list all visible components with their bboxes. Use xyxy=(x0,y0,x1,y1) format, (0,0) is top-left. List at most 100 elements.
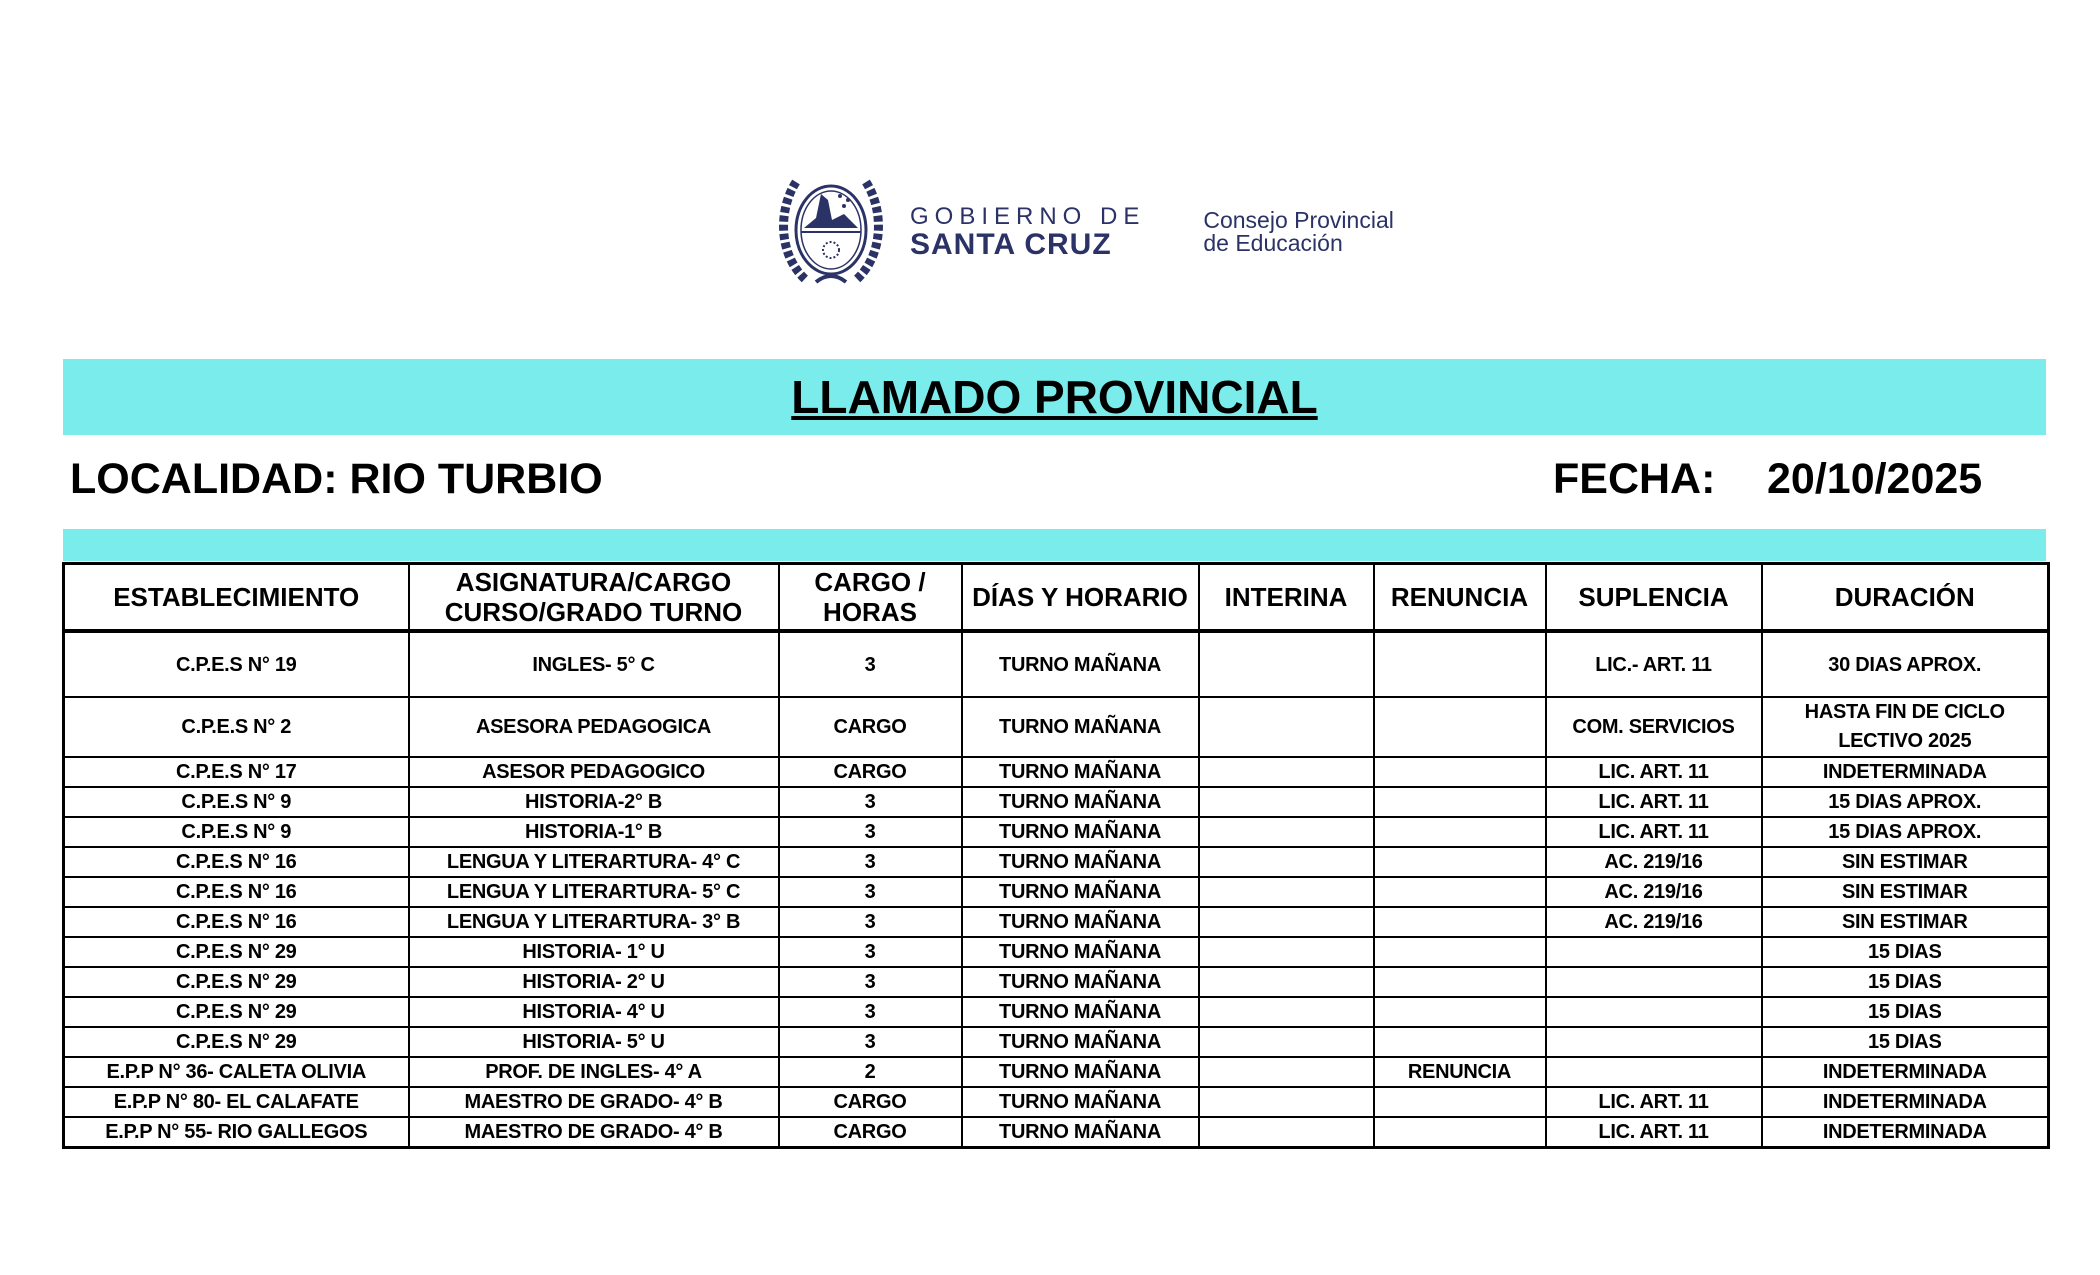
cell-establecimiento: C.P.E.S N° 29 xyxy=(62,1026,410,1058)
cell-asignatura: MAESTRO DE GRADO- 4° B xyxy=(407,1086,780,1118)
header-suplencia: SUPLENCIA xyxy=(1544,562,1763,633)
cell-cargo-horas: 3 xyxy=(777,906,963,938)
cell-interina xyxy=(1197,816,1375,848)
cell-dias-horario: TURNO MAÑANA xyxy=(960,1026,1200,1058)
cell-dias-horario: TURNO MAÑANA xyxy=(960,786,1200,818)
cell-renuncia xyxy=(1372,1116,1547,1149)
cell-dias-horario: TURNO MAÑANA xyxy=(960,1116,1200,1149)
cell-dias-horario: TURNO MAÑANA xyxy=(960,906,1200,938)
cell-cargo-horas: 3 xyxy=(777,816,963,848)
cell-duracion: 30 DIAS APROX. xyxy=(1760,630,2050,698)
cell-dias-horario: TURNO MAÑANA xyxy=(960,846,1200,878)
cell-suplencia: LIC. ART. 11 xyxy=(1544,816,1763,848)
table-row: C.P.E.S N° 29 HISTORIA- 4° U 3 TURNO MAÑANA… xyxy=(62,996,2050,1028)
cell-duracion: 15 DIAS xyxy=(1760,936,2050,968)
table-row: C.P.E.S N° 29 HISTORIA- 1° U 3 TURNO MAÑANA… xyxy=(62,936,2050,968)
cell-dias-horario: TURNO MAÑANA xyxy=(960,876,1200,908)
vacancies-table: ESTABLECIMIENTO ASIGNATURA/CARGO CURSO/GR… xyxy=(62,562,2050,1149)
cell-establecimiento: E.P.P N° 36- CALETA OLIVIA xyxy=(62,1056,410,1088)
cell-establecimiento: C.P.E.S N° 29 xyxy=(62,936,410,968)
header-cargo-horas: CARGO / HORAS xyxy=(777,562,963,633)
cell-interina xyxy=(1197,630,1375,698)
cell-renuncia xyxy=(1372,996,1547,1028)
cell-asignatura: INGLES- 5° C xyxy=(407,630,780,698)
cell-establecimiento: C.P.E.S N° 16 xyxy=(62,846,410,878)
fecha-label: FECHA: xyxy=(1553,455,1716,503)
cell-duracion: INDETERMINADA xyxy=(1760,1056,2050,1088)
cell-dias-horario: TURNO MAÑANA xyxy=(960,756,1200,788)
cell-cargo-horas: 3 xyxy=(777,630,963,698)
cell-establecimiento: C.P.E.S N° 9 xyxy=(62,816,410,848)
council-line-1: Consejo Provincial xyxy=(1203,207,1394,233)
cell-interina xyxy=(1197,1116,1375,1149)
table-row: C.P.E.S N° 2 ASESORA PEDAGOGICA CARGO TURNO… xyxy=(62,696,2050,758)
cell-suplencia: AC. 219/16 xyxy=(1544,846,1763,878)
table-row: C.P.E.S N° 17 ASESOR PEDAGOGICO CARGO TURNO… xyxy=(62,756,2050,788)
cell-interina xyxy=(1197,786,1375,818)
table-row: C.P.E.S N° 29 HISTORIA- 2° U 3 TURNO MAÑANA… xyxy=(62,966,2050,998)
table-row: C.P.E.S N° 29 HISTORIA- 5° U 3 TURNO MAÑANA… xyxy=(62,1026,2050,1058)
cell-suplencia: LIC. ART. 11 xyxy=(1544,1116,1763,1149)
cell-renuncia: RENUNCIA xyxy=(1372,1056,1547,1088)
cell-duracion: 15 DIAS APROX. xyxy=(1760,786,2050,818)
cell-renuncia xyxy=(1372,630,1547,698)
cell-renuncia xyxy=(1372,966,1547,998)
cell-suplencia: LIC. ART. 11 xyxy=(1544,756,1763,788)
cell-renuncia xyxy=(1372,1026,1547,1058)
cell-establecimiento: C.P.E.S N° 2 xyxy=(62,696,410,758)
cell-interina xyxy=(1197,756,1375,788)
table-row: C.P.E.S N° 9 HISTORIA-1° B 3 TURNO MAÑANA LI… xyxy=(62,816,2050,848)
cell-suplencia: AC. 219/16 xyxy=(1544,876,1763,908)
cell-interina xyxy=(1197,906,1375,938)
table-row: E.P.P N° 80- EL CALAFATE MAESTRO DE GRADO… xyxy=(62,1086,2050,1118)
cell-duracion: 15 DIAS xyxy=(1760,996,2050,1028)
header-renuncia: RENUNCIA xyxy=(1372,562,1547,633)
cell-duracion: INDETERMINADA xyxy=(1760,1086,2050,1118)
cell-dias-horario: TURNO MAÑANA xyxy=(960,630,1200,698)
cell-establecimiento: C.P.E.S N° 16 xyxy=(62,906,410,938)
cell-establecimiento: C.P.E.S N° 29 xyxy=(62,966,410,998)
cell-duracion: INDETERMINADA xyxy=(1760,1116,2050,1149)
cell-duracion: 15 DIAS xyxy=(1760,1026,2050,1058)
cell-cargo-horas: 3 xyxy=(777,936,963,968)
cell-establecimiento: C.P.E.S N° 19 xyxy=(62,630,410,698)
header-establecimiento: ESTABLECIMIENTO xyxy=(62,562,410,633)
cell-cargo-horas: CARGO xyxy=(777,756,963,788)
cell-dias-horario: TURNO MAÑANA xyxy=(960,1056,1200,1088)
cell-suplencia xyxy=(1544,1026,1763,1058)
cell-renuncia xyxy=(1372,846,1547,878)
cell-renuncia xyxy=(1372,816,1547,848)
cell-cargo-horas: 3 xyxy=(777,996,963,1028)
table-header-row: ESTABLECIMIENTO ASIGNATURA/CARGO CURSO/GR… xyxy=(62,562,2050,633)
cell-interina xyxy=(1197,996,1375,1028)
cell-suplencia xyxy=(1544,996,1763,1028)
table-row: E.P.P N° 55- RIO GALLEGOS MAESTRO DE GRAD… xyxy=(62,1116,2050,1149)
logo-line-1: GOBIERNO DE xyxy=(910,203,1146,230)
cell-establecimiento: C.P.E.S N° 17 xyxy=(62,756,410,788)
cell-establecimiento: C.P.E.S N° 29 xyxy=(62,996,410,1028)
cell-suplencia xyxy=(1544,966,1763,998)
cell-establecimiento: C.P.E.S N° 16 xyxy=(62,876,410,908)
provincial-crest-icon xyxy=(779,179,883,284)
cell-establecimiento: E.P.P N° 80- EL CALAFATE xyxy=(62,1086,410,1118)
header-dias-horario: DÍAS Y HORARIO xyxy=(960,562,1200,633)
cell-interina xyxy=(1197,1026,1375,1058)
cell-interina xyxy=(1197,966,1375,998)
cell-cargo-horas: CARGO xyxy=(777,696,963,758)
cell-cargo-horas: 3 xyxy=(777,846,963,878)
cell-renuncia xyxy=(1372,756,1547,788)
cell-duracion: INDETERMINADA xyxy=(1760,756,2050,788)
cell-asignatura: HISTORIA-1° B xyxy=(407,816,780,848)
cell-suplencia: LIC. ART. 11 xyxy=(1544,1086,1763,1118)
cell-asignatura: HISTORIA-2° B xyxy=(407,786,780,818)
government-logo: GOBIERNO DE SANTA CRUZ Consejo Provincia… xyxy=(776,170,1394,294)
cell-asignatura: LENGUA Y LITERARTURA- 3° B xyxy=(407,906,780,938)
cell-duracion: SIN ESTIMAR xyxy=(1760,876,2050,908)
title-band: LLAMADO PROVINCIAL xyxy=(63,359,2046,435)
cell-dias-horario: TURNO MAÑANA xyxy=(960,966,1200,998)
cell-cargo-horas: 3 xyxy=(777,786,963,818)
cell-cargo-horas: CARGO xyxy=(777,1116,963,1149)
